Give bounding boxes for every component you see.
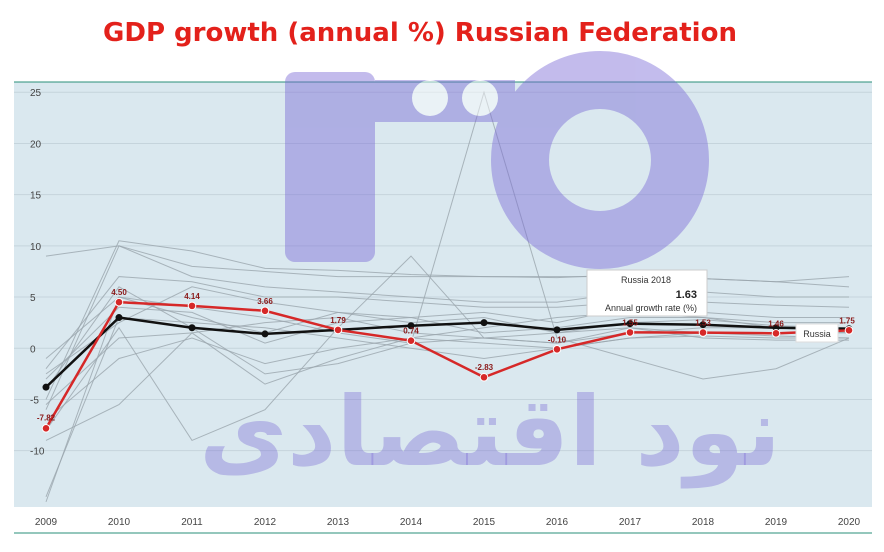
- y-axis-ticks: 25 20 15 10 5 0 -5 -10: [30, 88, 45, 457]
- data-label: 4.50: [111, 288, 127, 297]
- y-tick-label: 10: [30, 242, 42, 253]
- x-tick-label: 2009: [35, 517, 58, 528]
- series-data-labels: -7.82 4.50 4.14 3.66 1.79 0.74 -2.83 -0.10 1.55 1…: [37, 288, 855, 422]
- series-line-black[interactable]: [45, 316, 850, 389]
- y-tick-label: -10: [30, 447, 45, 458]
- data-point-red: [844, 326, 854, 335]
- data-label: 0.74: [403, 327, 419, 336]
- data-point-black: [42, 383, 50, 391]
- data-label: 4.14: [184, 292, 200, 301]
- y-tick-label: 20: [30, 139, 42, 150]
- x-tick-label: 2014: [400, 517, 423, 528]
- plot-background: [14, 82, 872, 507]
- data-label: 1.46: [768, 319, 784, 328]
- end-label-text: Russia: [803, 329, 831, 339]
- chart-title: GDP growth (annual %) Russian Federation: [103, 18, 737, 48]
- y-tick-label: 15: [30, 191, 42, 202]
- x-tick-label: 2011: [181, 517, 203, 528]
- data-point-black: [261, 330, 269, 338]
- data-point-red: [41, 424, 51, 433]
- data-label: 1.53: [695, 319, 711, 328]
- data-label: 3.66: [257, 297, 273, 306]
- data-point-red: [260, 306, 270, 316]
- tooltip-caption: Annual growth rate (%): [605, 303, 697, 313]
- tooltip: Russia 2018 1.63 Annual growth rate (%): [586, 269, 708, 317]
- background-series-line: [45, 240, 850, 400]
- data-point-black: [699, 321, 707, 329]
- y-tick-label: 25: [30, 88, 42, 99]
- background-series-line: [45, 245, 849, 303]
- background-series-line: [45, 311, 849, 421]
- background-series-line: [45, 276, 850, 370]
- data-point-red: [479, 372, 489, 382]
- data-point-red: [333, 325, 343, 335]
- background-country-lines: [45, 90, 850, 503]
- data-point-red: [771, 329, 781, 338]
- data-label: 1.55: [622, 318, 638, 327]
- x-tick-label: 2017: [619, 517, 642, 528]
- data-point-red: [625, 328, 635, 337]
- tooltip-title: Russia 2018: [621, 275, 671, 285]
- x-tick-label: 2015: [473, 517, 496, 528]
- data-point-black: [480, 319, 488, 327]
- data-label: 1.79: [330, 316, 346, 325]
- data-point-black: [553, 326, 561, 334]
- background-series-line: [45, 332, 849, 405]
- data-point-black: [188, 324, 196, 332]
- x-axis-ticks: 2009 2010 2011 2012 2013 2014 2015 2016 2017 2018…: [35, 517, 861, 528]
- data-point-red: [187, 301, 197, 311]
- x-tick-label: 2018: [692, 517, 715, 528]
- data-point-black: [626, 320, 634, 328]
- y-tick-label: 5: [30, 293, 36, 304]
- background-series-line: [45, 286, 849, 375]
- data-point-red: [698, 328, 708, 337]
- x-tick-label: 2013: [327, 517, 350, 528]
- background-series-line: [45, 255, 850, 442]
- x-tick-label: 2016: [546, 517, 569, 528]
- data-label: -2.83: [475, 363, 494, 372]
- data-point-red: [114, 297, 124, 307]
- series-points-red: [41, 297, 854, 433]
- background-series-line: [45, 296, 850, 359]
- tooltip-value: 1.63: [676, 289, 697, 301]
- watermark-text: نود اقتصادی: [199, 376, 781, 489]
- data-point-black: [115, 314, 123, 322]
- series-line-red[interactable]: [44, 300, 850, 429]
- data-label: -7.82: [37, 413, 56, 422]
- x-tick-label: 2020: [838, 517, 861, 528]
- data-point-red: [552, 344, 562, 354]
- x-tick-label: 2012: [254, 517, 277, 528]
- x-tick-label: 2019: [765, 517, 788, 528]
- y-tick-label: -5: [30, 395, 39, 406]
- end-label: Russia: [795, 323, 839, 343]
- data-point-red: [406, 336, 416, 345]
- data-label: -0.10: [548, 335, 567, 344]
- x-tick-label: 2010: [108, 517, 131, 528]
- watermark-logo: [285, 51, 709, 269]
- y-tick-label: 0: [30, 344, 36, 355]
- data-point-black: [407, 322, 415, 330]
- data-label: 1.75: [839, 316, 855, 325]
